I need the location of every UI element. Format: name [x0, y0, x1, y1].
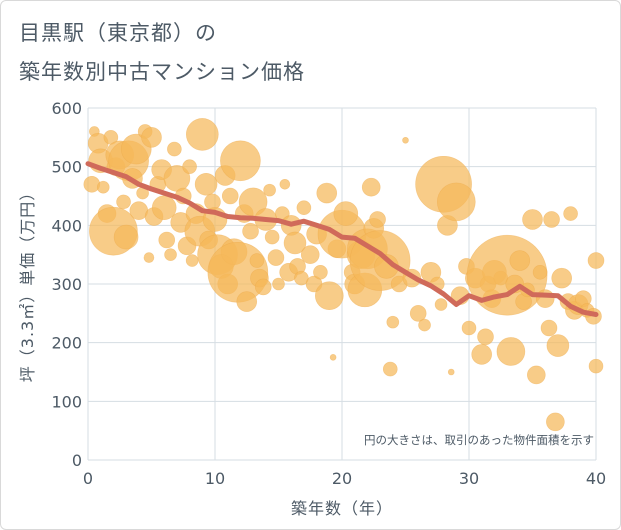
data-point-bubble [249, 253, 265, 268]
x-tick-label: 40 [586, 469, 606, 488]
data-point-bubble [333, 201, 359, 226]
data-point-bubble [158, 231, 176, 249]
data-point-bubble [527, 365, 546, 385]
data-point-bubble [283, 231, 307, 255]
chart-title-line1: 目黒駅（東京都）の [19, 21, 217, 45]
data-point-bubble [194, 172, 218, 196]
data-point-bubble [314, 281, 344, 311]
chart-annotation: 円の大きさは、取引のあった物件面積を示す [364, 433, 594, 447]
y-axis-title: 坪（3.3㎡）単価（万円） [18, 184, 37, 382]
data-point-bubble [279, 178, 291, 190]
data-point-bubble [267, 249, 285, 266]
x-tick-label: 30 [459, 469, 479, 488]
data-point-bubble [546, 334, 570, 357]
data-point-bubble [83, 175, 101, 193]
x-tick-label: 20 [332, 469, 352, 488]
data-point-bubble [402, 136, 409, 144]
data-point-bubble [264, 229, 280, 245]
data-point-bubble [151, 195, 177, 221]
data-point-bubble [254, 278, 272, 296]
data-point-bubble [477, 328, 494, 346]
data-point-bubble [546, 412, 565, 432]
data-point-bubble [300, 245, 320, 264]
y-tick-label: 0 [72, 451, 82, 470]
data-point-bubble [543, 211, 560, 228]
data-point-bubble [316, 182, 338, 204]
data-point-bubble [551, 267, 573, 289]
data-point-bubble [313, 264, 328, 280]
data-point-bubble [471, 344, 493, 365]
data-point-bubble [242, 222, 259, 240]
trend-line [85, 161, 599, 317]
data-point-bubble [185, 254, 199, 267]
data-point-bubble [236, 291, 258, 312]
y-tick-label: 100 [51, 392, 82, 411]
data-point-bubble [386, 315, 400, 329]
grid-layer [87, 107, 597, 461]
y-tick-label: 400 [51, 216, 82, 235]
y-tick-label: 300 [51, 275, 82, 294]
data-point-bubble [447, 368, 455, 376]
data-point-bubble [186, 118, 219, 151]
y-tick-label: 600 [51, 99, 82, 118]
x-tick-label: 0 [83, 469, 93, 488]
data-point-bubble [272, 277, 285, 291]
data-point-bubble [167, 141, 182, 157]
data-point-bubble [182, 159, 197, 174]
data-point-bubble [434, 298, 448, 311]
data-point-bubble [540, 319, 558, 337]
data-point-bubble [361, 177, 381, 197]
data-point-bubble [522, 209, 543, 230]
chart-title-line2: 築年数別中古マンション価格 [19, 60, 305, 84]
data-point-bubble [461, 320, 477, 336]
data-point-bubble [409, 305, 427, 322]
data-point-bubble [116, 194, 131, 210]
trend-layer [85, 161, 599, 317]
data-point-bubble [329, 354, 337, 361]
data-point-bubble [588, 358, 604, 374]
data-point-bubble [509, 250, 531, 271]
data-point-bubble [532, 264, 548, 280]
data-point-bubble [143, 252, 155, 263]
data-point-bubble [164, 248, 177, 261]
data-point-bubble [382, 361, 398, 377]
data-point-bubble [436, 182, 476, 222]
data-point-bubble [221, 187, 239, 205]
data-point-bubble [418, 318, 431, 332]
y-tick-label: 200 [51, 334, 82, 353]
data-point-bubble [220, 140, 261, 182]
x-axis-title: 築年数（年） [291, 499, 393, 518]
x-tick-label: 10 [205, 469, 225, 488]
tick-layer: 0 100 200 300 400 500 600 0 10 20 30 40 [51, 99, 606, 488]
data-point-bubble [141, 127, 162, 148]
data-point-bubble [587, 252, 605, 269]
data-point-bubble [96, 180, 110, 194]
data-point-bubble [263, 183, 276, 197]
data-point-bubble [563, 206, 578, 221]
bubble-layer [83, 118, 605, 432]
data-point-bubble [296, 200, 312, 216]
data-point-bubble [113, 224, 139, 250]
data-point-bubble [496, 337, 526, 366]
data-point-bubble [369, 211, 386, 228]
y-tick-label: 500 [51, 158, 82, 177]
